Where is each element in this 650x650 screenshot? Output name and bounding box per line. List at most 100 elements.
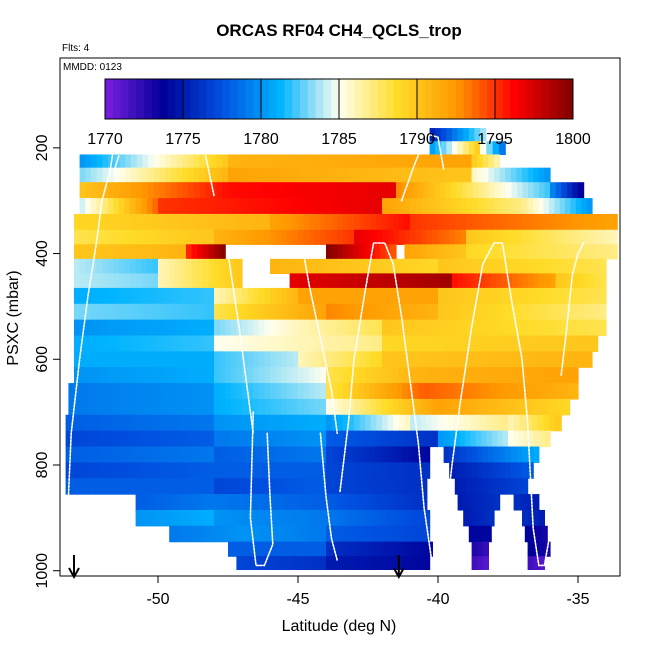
- heatmap-cell: [105, 430, 112, 448]
- heatmap-cell: [539, 182, 546, 199]
- heatmap-cell: [513, 430, 520, 448]
- heatmap-cell: [153, 182, 161, 199]
- heatmap-cell: [337, 303, 344, 321]
- heatmap-cell: [79, 229, 86, 245]
- heatmap-cell: [242, 462, 249, 479]
- heatmap-cell: [365, 351, 372, 368]
- heatmap-cell: [410, 478, 417, 495]
- heatmap-cell: [320, 446, 327, 463]
- heatmap-cell: [309, 556, 316, 570]
- heatmap-cell: [253, 213, 260, 231]
- heatmap-cell: [281, 446, 288, 463]
- heatmap-cell: [547, 351, 554, 368]
- heatmap-cell: [342, 367, 349, 384]
- heatmap-cell: [208, 525, 215, 543]
- heatmap-cell: [174, 367, 181, 384]
- heatmap-cell: [510, 478, 517, 495]
- heatmap-cell: [124, 335, 131, 352]
- heatmap-cell: [376, 541, 383, 557]
- heatmap-cell: [247, 303, 254, 321]
- heatmap-cell: [71, 478, 78, 495]
- heatmap-cell: [424, 462, 431, 479]
- heatmap-cell: [186, 525, 193, 543]
- heatmap-cell: [402, 383, 409, 400]
- heatmap-cell: [283, 167, 290, 183]
- heatmap-cell: [202, 229, 209, 245]
- heatmap-cell: [236, 462, 243, 479]
- heatmap-cell: [185, 462, 192, 479]
- heatmap-cell: [113, 273, 120, 289]
- heatmap-cell: [494, 287, 501, 305]
- heatmap-cell: [468, 128, 475, 142]
- heatmap-cell: [572, 258, 579, 274]
- heatmap-cell: [74, 229, 81, 245]
- heatmap-cell: [99, 446, 107, 463]
- heatmap-cell: [202, 383, 209, 400]
- heatmap-cell: [230, 351, 237, 368]
- heatmap-cell: [522, 244, 529, 260]
- heatmap-cell: [286, 462, 293, 479]
- heatmap-cell: [169, 303, 176, 321]
- heatmap-cell: [569, 351, 577, 368]
- heatmap-cell: [375, 525, 382, 543]
- heatmap-cell: [539, 383, 546, 400]
- heatmap-cell: [303, 213, 310, 231]
- heatmap-cell: [303, 478, 310, 495]
- heatmap-cell: [253, 462, 260, 479]
- heatmap-cell: [180, 383, 187, 400]
- heatmap-cell: [572, 273, 579, 289]
- heatmap-cell: [572, 182, 579, 199]
- heatmap-cell: [466, 213, 473, 231]
- heatmap-cell: [489, 494, 495, 511]
- heatmap-cell: [141, 351, 148, 368]
- heatmap-cell: [170, 154, 178, 169]
- heatmap-cell: [520, 335, 527, 352]
- heatmap-cell: [196, 430, 204, 448]
- heatmap-cell: [179, 478, 187, 495]
- heatmap-cell: [90, 273, 97, 289]
- heatmap-cell: [314, 258, 321, 274]
- heatmap-cell: [130, 398, 137, 416]
- heatmap-cell: [358, 244, 365, 260]
- heatmap-cell: [538, 556, 545, 570]
- heatmap-cell: [236, 398, 243, 416]
- heatmap-cell: [320, 198, 327, 215]
- heatmap-cell: [320, 335, 327, 352]
- heatmap-cell: [303, 398, 310, 416]
- heatmap-cell: [94, 478, 101, 495]
- heatmap-cell: [236, 525, 243, 543]
- heatmap-cell: [578, 229, 585, 245]
- heatmap-cell: [326, 446, 333, 463]
- heatmap-cell: [454, 303, 461, 321]
- heatmap-cell: [410, 167, 417, 183]
- heatmap-cell: [611, 213, 618, 231]
- heatmap-cell: [135, 494, 142, 511]
- heatmap-cell: [326, 398, 333, 416]
- heatmap-cell: [326, 213, 333, 231]
- heatmap-cell: [107, 229, 114, 245]
- heatmap-cell: [340, 273, 347, 289]
- heatmap-cell: [88, 478, 95, 495]
- heatmap-cell: [253, 198, 260, 215]
- heatmap-cell: [431, 335, 438, 352]
- heatmap-cell: [142, 182, 149, 199]
- heatmap-cell: [275, 351, 282, 368]
- heatmap-cell: [402, 556, 409, 570]
- heatmap-cell: [225, 258, 232, 274]
- heatmap-cell: [413, 509, 420, 527]
- colorbar-tick-label: 1795: [477, 131, 513, 148]
- heatmap-cell: [264, 198, 271, 215]
- heatmap-cell: [180, 258, 187, 274]
- heatmap-cell: [320, 398, 327, 416]
- heatmap-cell: [163, 287, 170, 305]
- heatmap-cell: [191, 258, 198, 274]
- heatmap-cell: [176, 154, 183, 169]
- heatmap-cell: [421, 367, 428, 384]
- heatmap-cell: [202, 430, 209, 448]
- heatmap-cell: [236, 273, 243, 289]
- heatmap-cell: [527, 287, 534, 305]
- heatmap-cell: [410, 229, 417, 245]
- heatmap-cell: [398, 494, 405, 511]
- heatmap-cell: [536, 335, 543, 352]
- heatmap-cell: [287, 541, 294, 557]
